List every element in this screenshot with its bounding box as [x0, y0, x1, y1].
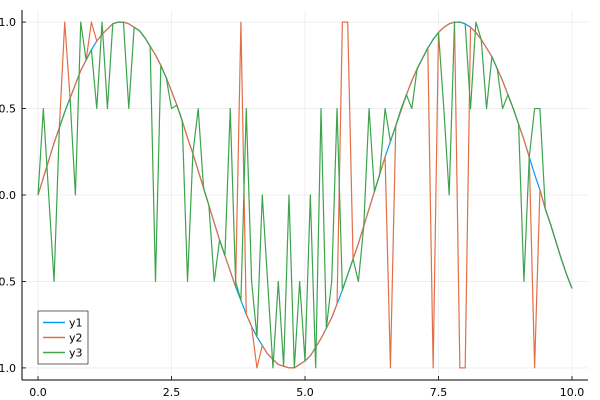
legend-label: y1 — [69, 317, 83, 330]
y-tick-label: 0.5 — [0, 103, 16, 116]
x-tick-label: 2.5 — [163, 386, 181, 399]
legend-label: y2 — [69, 332, 83, 345]
x-tick-label: 5.0 — [296, 386, 314, 399]
y-tick-label: 1.0 — [0, 16, 16, 29]
legend-label: y3 — [69, 347, 83, 360]
y-tick-label: 0.0 — [0, 189, 16, 202]
y-tick-label: -0.5 — [0, 275, 16, 288]
series-line — [37, 21, 573, 369]
legend: y1 y2 y3 — [37, 310, 89, 365]
x-tick-label: 0.0 — [29, 386, 47, 399]
x-tick-label: 7.5 — [430, 386, 448, 399]
x-tick-label: 10.0 — [560, 386, 585, 399]
y-tick-label: -1.0 — [0, 362, 16, 375]
